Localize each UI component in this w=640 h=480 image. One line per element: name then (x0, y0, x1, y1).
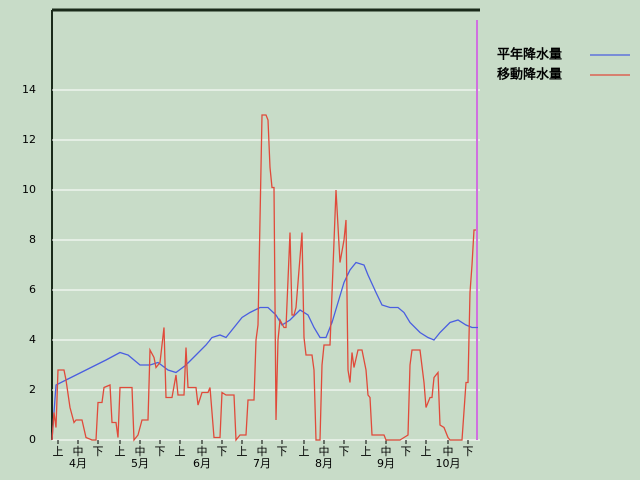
y-tick-label: 4 (29, 333, 36, 346)
y-tick-label: 14 (22, 83, 36, 96)
x-tick-label: 中 (381, 445, 392, 458)
month-label: 4月 (69, 457, 87, 470)
x-tick-label: 上 (421, 445, 432, 458)
month-label: 10月 (436, 457, 461, 470)
x-tick-label: 中 (319, 445, 330, 458)
x-tick-label: 下 (401, 445, 412, 458)
series-line (51, 114, 476, 442)
x-tick-label: 下 (463, 445, 474, 458)
x-tick-label: 上 (299, 445, 310, 458)
legend-label: 平年降水量 (497, 47, 562, 63)
x-tick-label: 中 (197, 445, 208, 458)
x-tick-label: 中 (443, 445, 454, 458)
series-line (51, 261, 478, 441)
x-tick-label: 下 (93, 445, 104, 458)
x-tick-label: 上 (361, 445, 372, 458)
x-tick-label: 下 (277, 445, 288, 458)
month-label: 8月 (315, 457, 333, 470)
x-tick-label: 下 (155, 445, 166, 458)
month-label: 9月 (377, 457, 395, 470)
y-tick-label: 2 (29, 383, 36, 396)
x-tick-label: 下 (339, 445, 350, 458)
month-label: 7月 (253, 457, 271, 470)
y-tick-label: 10 (22, 183, 36, 196)
month-label: 6月 (193, 457, 211, 470)
y-tick-label: 6 (29, 283, 36, 296)
y-tick-label: 0 (29, 433, 36, 446)
x-tick-label: 中 (73, 445, 84, 458)
x-tick-label: 上 (53, 445, 64, 458)
x-tick-label: 上 (115, 445, 126, 458)
x-tick-label: 上 (175, 445, 186, 458)
x-tick-label: 下 (217, 445, 228, 458)
legend-label: 移動降水量 (497, 67, 562, 83)
y-tick-label: 12 (22, 133, 36, 146)
x-tick-label: 上 (237, 445, 248, 458)
y-tick-label: 8 (29, 233, 36, 246)
x-tick-label: 中 (257, 445, 268, 458)
month-label: 5月 (131, 457, 149, 470)
x-tick-label: 中 (135, 445, 146, 458)
